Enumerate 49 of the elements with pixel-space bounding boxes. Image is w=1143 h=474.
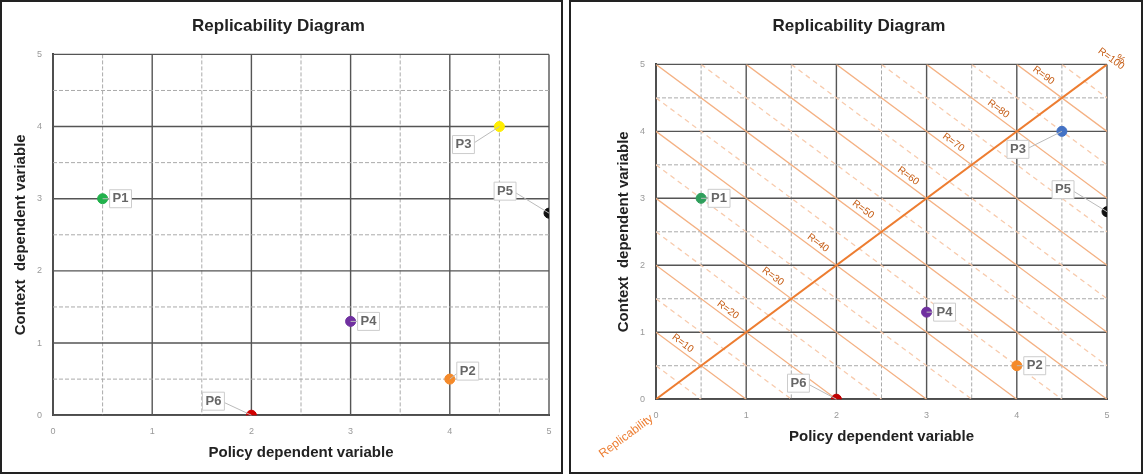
x-tick-label: 1 xyxy=(149,426,155,437)
series-label: P2 xyxy=(1026,357,1043,373)
series-label: P6 xyxy=(205,392,222,408)
series-label: P1 xyxy=(112,190,129,206)
point xyxy=(1011,360,1023,372)
chart-title: Replicability Diagram xyxy=(192,15,365,35)
text: P3 xyxy=(1010,140,1026,156)
x-tick-label: 2 xyxy=(833,410,839,421)
x-tick-label: 3 xyxy=(924,410,930,421)
y-tick-label: 1 xyxy=(36,337,43,348)
y-tick-label: 3 xyxy=(639,192,646,203)
series-label: P1 xyxy=(711,189,728,205)
x-tick-label: 5 xyxy=(1104,410,1110,421)
series-label: P3 xyxy=(455,136,472,152)
chart-title: Replicability Diagram xyxy=(772,15,946,35)
x-tick-label: 2 xyxy=(248,426,254,437)
y-tick-label: 0 xyxy=(639,393,646,404)
y-tick-label: 1 xyxy=(639,326,646,337)
point xyxy=(695,192,707,204)
point xyxy=(1056,125,1068,137)
point xyxy=(97,193,109,205)
point xyxy=(493,121,505,133)
x-axis-title: Policy dependent variable xyxy=(788,427,975,445)
x-tick-label: 4 xyxy=(447,426,453,437)
y-tick-label: 5 xyxy=(639,58,646,69)
x-tick-label: 5 xyxy=(546,426,552,437)
x-axis-title: Policy dependent variable xyxy=(208,443,394,461)
y-tick-label: 4 xyxy=(36,121,43,132)
x-tick-label: 4 xyxy=(1014,410,1020,421)
text: P5 xyxy=(497,182,514,198)
y-tick-label: 5 xyxy=(36,48,43,59)
series-label: P2 xyxy=(459,362,476,378)
text: P6 xyxy=(790,374,807,390)
x-tick-label: 0 xyxy=(50,426,56,437)
y-tick-label: 2 xyxy=(36,265,43,276)
y-axis-title: Context dependent variable xyxy=(11,134,29,336)
x-tick-label: 1 xyxy=(743,410,749,421)
point xyxy=(345,315,357,327)
x-tick-label: 0 xyxy=(653,410,659,421)
y-axis-title: Context dependent variable xyxy=(614,131,632,333)
point xyxy=(921,306,933,318)
text: P5 xyxy=(1055,181,1072,197)
point xyxy=(444,373,456,385)
series-label: P4 xyxy=(936,303,954,319)
x-tick-label: 3 xyxy=(348,426,354,437)
y-tick-label: 4 xyxy=(639,125,646,136)
y-tick-label: 3 xyxy=(36,193,43,204)
series-label: P4 xyxy=(360,312,378,328)
y-tick-label: 2 xyxy=(639,259,646,270)
